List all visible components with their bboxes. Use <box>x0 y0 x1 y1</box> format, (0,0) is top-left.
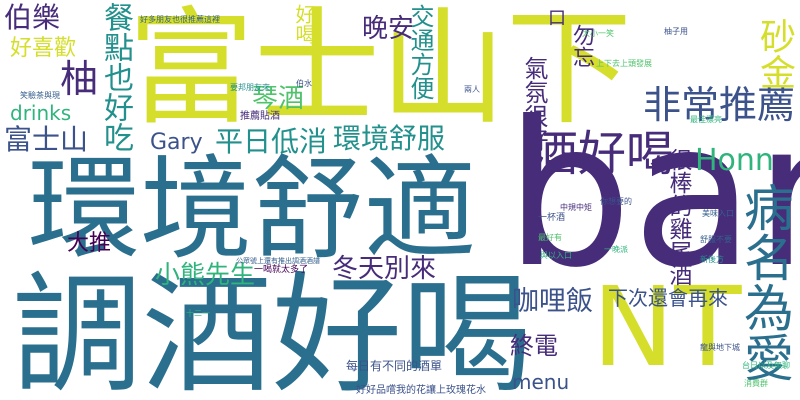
word-bole: 伯樂 <box>4 1 61 34</box>
word-fuji-shanxia: 富士山下 <box>128 0 632 142</box>
word-yi-wan-pai: 一晚派 <box>604 245 628 254</box>
word-qinjiu: 琴酒 <box>252 84 305 114</box>
word-liang-ren: 兩人 <box>464 85 480 94</box>
word-xiao-yang-cha: 笑驗茶與現 <box>20 91 60 100</box>
word-long-yu: 龍與地下城 <box>700 343 740 352</box>
word-bo-shui: 伯水 <box>296 79 312 88</box>
word-haoduo-pengyou: 好多朋友也很推薦這裡 <box>140 15 220 24</box>
word-haohao-pinchang: 好好品嚐我的花讓上玫瑰花水 <box>356 385 486 396</box>
word-mei-ru-kou: 美味入口 <box>702 209 734 218</box>
word-hao-xihuan: 好喜歡 <box>10 36 77 61</box>
word-tai-ri: 台日以及無聊 <box>742 361 790 370</box>
word-feichang-tuijian: 非常推薦 <box>643 83 796 127</box>
word-shu-fu-bu-yao: 舒服不要 <box>700 235 732 244</box>
word-zhongdian: 終電 <box>510 332 558 360</box>
word-you: 柚 <box>60 57 99 101</box>
word-gongzhong-hao: 公眾號上還有推出調酒酒譜 <box>236 257 320 265</box>
word-daxiao-yixiao: 大小一笑 <box>582 29 614 38</box>
word-menu: menu <box>512 370 570 394</box>
word-tuijian-tiexie: 推薦貼酒 <box>240 111 280 122</box>
word-pingri-dixiao: 平日低消 <box>215 125 328 158</box>
word-youzi-yong: 柚子用 <box>664 27 688 36</box>
word-shajin: 砂金 <box>754 18 795 90</box>
word-tiaojiu-haohe: 調酒好喝 <box>12 259 533 400</box>
word-canyin-yehaochi: 餐點也好吃 <box>98 2 133 152</box>
word-xiaci-huanzailai: 下次還會再來 <box>608 286 728 310</box>
word-bar: bar <box>505 79 800 312</box>
word-jiu-haohe: 酒好喝 <box>530 126 675 182</box>
word-yihe-jiutai: 一喝就太多了 <box>254 265 309 275</box>
word-honn: Honn <box>695 143 774 178</box>
word-hen-bang-jiweijiu: 很棒的雞尾酒 <box>665 148 691 286</box>
word-xiaofei-qun: 消費群 <box>744 379 768 388</box>
word-fujisan: 富士山 <box>4 123 89 156</box>
word-shangxia-zhuji: 上下去上頭發展 <box>596 59 652 68</box>
word-wanan: 晚安 <box>362 14 415 44</box>
word-drinks: drinks <box>10 101 72 125</box>
word-meiri-butong: 每日有不同的酒單 <box>346 359 443 373</box>
word-dongtian-bielai: 冬天別來 <box>332 254 437 284</box>
word-kou: 口 <box>548 8 566 29</box>
word-xiaoxiong-xiansheng: 小熊先生 <box>155 260 256 289</box>
word-hao-he: 好喝 <box>292 4 316 44</box>
word-nt: NT <box>592 263 742 391</box>
word-wuwang: 勿忘 <box>569 24 594 68</box>
word-zuijia-piaoliang: 最佳漂亮 <box>690 115 722 124</box>
word-zuihao-you: 最好有 <box>538 233 562 242</box>
word-jiaotong-fangbian: 交通方便 <box>406 4 434 100</box>
word-yuyuan-qiu-dao: 與以入口 <box>540 251 572 260</box>
word-huanjing-shufu: 環境舒服 <box>333 122 446 155</box>
word-qifen-henhao: 氣氛很好 <box>520 56 548 152</box>
word-gary: Gary <box>150 130 203 155</box>
word-zhongli-gou: 中規中矩 <box>560 203 592 212</box>
word-bingming-weiai: 病名為愛 <box>736 182 794 382</box>
word-shi-er-yi: 十二一 <box>186 309 210 318</box>
word-galifan: 咖哩飯 <box>512 286 593 317</box>
word-xin-hou: 新後方 <box>700 255 724 264</box>
word-da-tui: 大推 <box>67 231 112 256</box>
word-yibei-jiu: 一杯酒 <box>538 213 566 223</box>
word-yaobang-pengyou: 要邦朋友來 <box>230 83 270 92</box>
word-huanjing-shushi: 環境舒適 <box>28 145 476 275</box>
word-ni-xiang-yao: 你想要的 <box>600 197 632 206</box>
